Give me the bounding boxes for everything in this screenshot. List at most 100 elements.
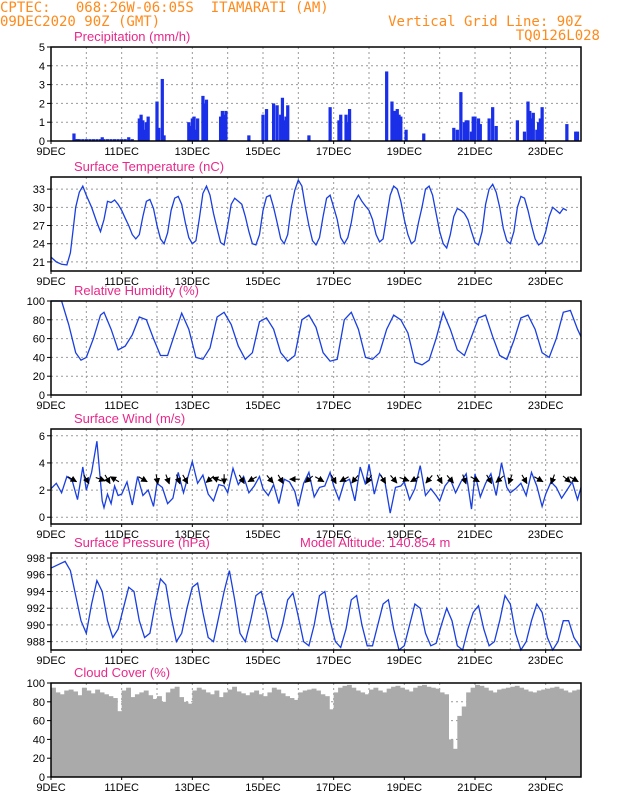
precip-bar [575, 131, 580, 141]
wind-arrow [533, 475, 544, 483]
cloud-bar [254, 690, 260, 777]
precip-bar [390, 101, 394, 141]
cloud-bar [510, 686, 516, 777]
cloud-bar [126, 687, 131, 777]
wind-arrow [67, 475, 78, 483]
precip-bar [491, 107, 495, 141]
x-tick-label: 11DEC [104, 782, 139, 794]
cloud-bar [519, 687, 525, 777]
precip-bar [535, 129, 539, 141]
cloud-bar [404, 689, 410, 777]
cloud-bar [73, 691, 78, 777]
x-tick-label: 19DEC [387, 400, 423, 412]
precip-bar [282, 120, 286, 141]
precip-bar [102, 139, 106, 141]
cloud-bar [112, 698, 118, 777]
wind-arrow [549, 474, 557, 485]
wind-arrow [304, 475, 314, 483]
cloud-bar [329, 709, 335, 777]
cloud-bar [541, 689, 547, 777]
precip-bar [203, 103, 207, 141]
precip-bar [528, 110, 532, 141]
cloud-bar [497, 689, 502, 777]
y-tick-label: 100 [27, 678, 45, 690]
panel-frame [50, 46, 582, 142]
x-tick-label: 17DEC [316, 782, 352, 794]
panel-frame [50, 552, 582, 651]
x-tick-label: 23DEC [528, 400, 564, 412]
cloud-bar [408, 691, 414, 777]
cloud-bar [139, 692, 145, 777]
wind-arrow [485, 474, 493, 485]
x-tick-label: 23DEC [528, 276, 564, 288]
y-tick-label: 994 [27, 586, 45, 598]
precip-bar [526, 101, 530, 141]
precip-bar [286, 105, 290, 141]
cloud-bar [448, 739, 454, 777]
precip-bar [194, 129, 198, 141]
panel-frame [50, 428, 582, 525]
wind-arrow [174, 474, 181, 485]
precip-bar [141, 120, 145, 141]
wind-arrow [366, 474, 373, 485]
precip-bar [218, 116, 223, 141]
wind-arrow [238, 474, 245, 485]
cloud-bar [249, 692, 255, 777]
cloud-bar [364, 694, 370, 777]
precip-bar [95, 139, 99, 141]
panel-2: 21 24 27 30 33 9DEC 11DEC 13DEC 15DEC 17DEC 19DEC 2… [33, 159, 582, 288]
cloud-bar [558, 688, 564, 777]
cloud-bar [479, 685, 485, 777]
precip-bar [531, 112, 535, 141]
panel-4: 0 2 4 6 9DEC 11DEC 13DEC 15DEC 17DEC 19DEC 21DEC 23… [36, 411, 582, 541]
precip-bar [222, 114, 226, 141]
y-tick-label: 21 [33, 257, 45, 269]
wind-arrow [446, 475, 454, 484]
x-tick-label: 11DEC [104, 400, 139, 412]
cloud-bar [148, 695, 154, 777]
precip-bar [74, 139, 78, 141]
precip-bar [466, 120, 470, 141]
precip-bar [192, 116, 196, 141]
cloud-bar [271, 687, 277, 777]
x-tick-label: 19DEC [387, 529, 423, 541]
cloud-bar [430, 687, 436, 777]
x-tick-label: 17DEC [316, 146, 352, 158]
cloud-bar [232, 686, 237, 777]
cloud-bar [210, 694, 215, 777]
y-tick-label: 992 [27, 603, 45, 615]
x-tick-label: 9DEC [36, 655, 65, 667]
cloud-bar [567, 692, 573, 777]
wind-arrow [351, 475, 359, 484]
cloud-bar [179, 697, 184, 777]
cloud-bar [236, 691, 242, 777]
wind-arrow [153, 474, 161, 485]
wind-arrow [470, 475, 480, 483]
x-tick-label: 21DEC [457, 276, 493, 288]
panel-6: 0 20 40 60 80 100 9DEC 11DEC 13DEC 15DEC 17DEC 19DE… [27, 665, 582, 794]
y-tick-label: 1 [39, 117, 45, 129]
x-tick-label: 17DEC [316, 655, 352, 667]
wind-arrow [109, 476, 120, 483]
panel-1: 0 1 2 3 4 5 9DEC 11DEC 13DEC 15DEC 17DEC 19DEC 21DEC… [36, 29, 582, 158]
x-tick-label: 9DEC [36, 782, 65, 794]
y-tick-label: 24 [33, 239, 45, 251]
precip-bar [392, 110, 396, 141]
precip-bar [88, 139, 92, 141]
wind-arrow [410, 475, 420, 483]
precip-bar [464, 120, 468, 141]
cloud-bar [192, 690, 198, 777]
y-tick-label: 40 [33, 734, 45, 746]
cloud-bar [373, 687, 379, 777]
cloud-bar [68, 689, 74, 777]
precip-bar [347, 109, 352, 141]
precip-bar [146, 116, 150, 141]
cloud-bar [422, 684, 427, 777]
model-altitude: Model Altitude: 140.854 m [300, 535, 450, 550]
cloud-bar [289, 698, 295, 777]
cloud-bar [466, 692, 472, 777]
precip-bar [538, 118, 542, 141]
wind-arrow [95, 475, 106, 482]
cloud-bar [64, 690, 70, 777]
precip-bar [109, 139, 113, 141]
